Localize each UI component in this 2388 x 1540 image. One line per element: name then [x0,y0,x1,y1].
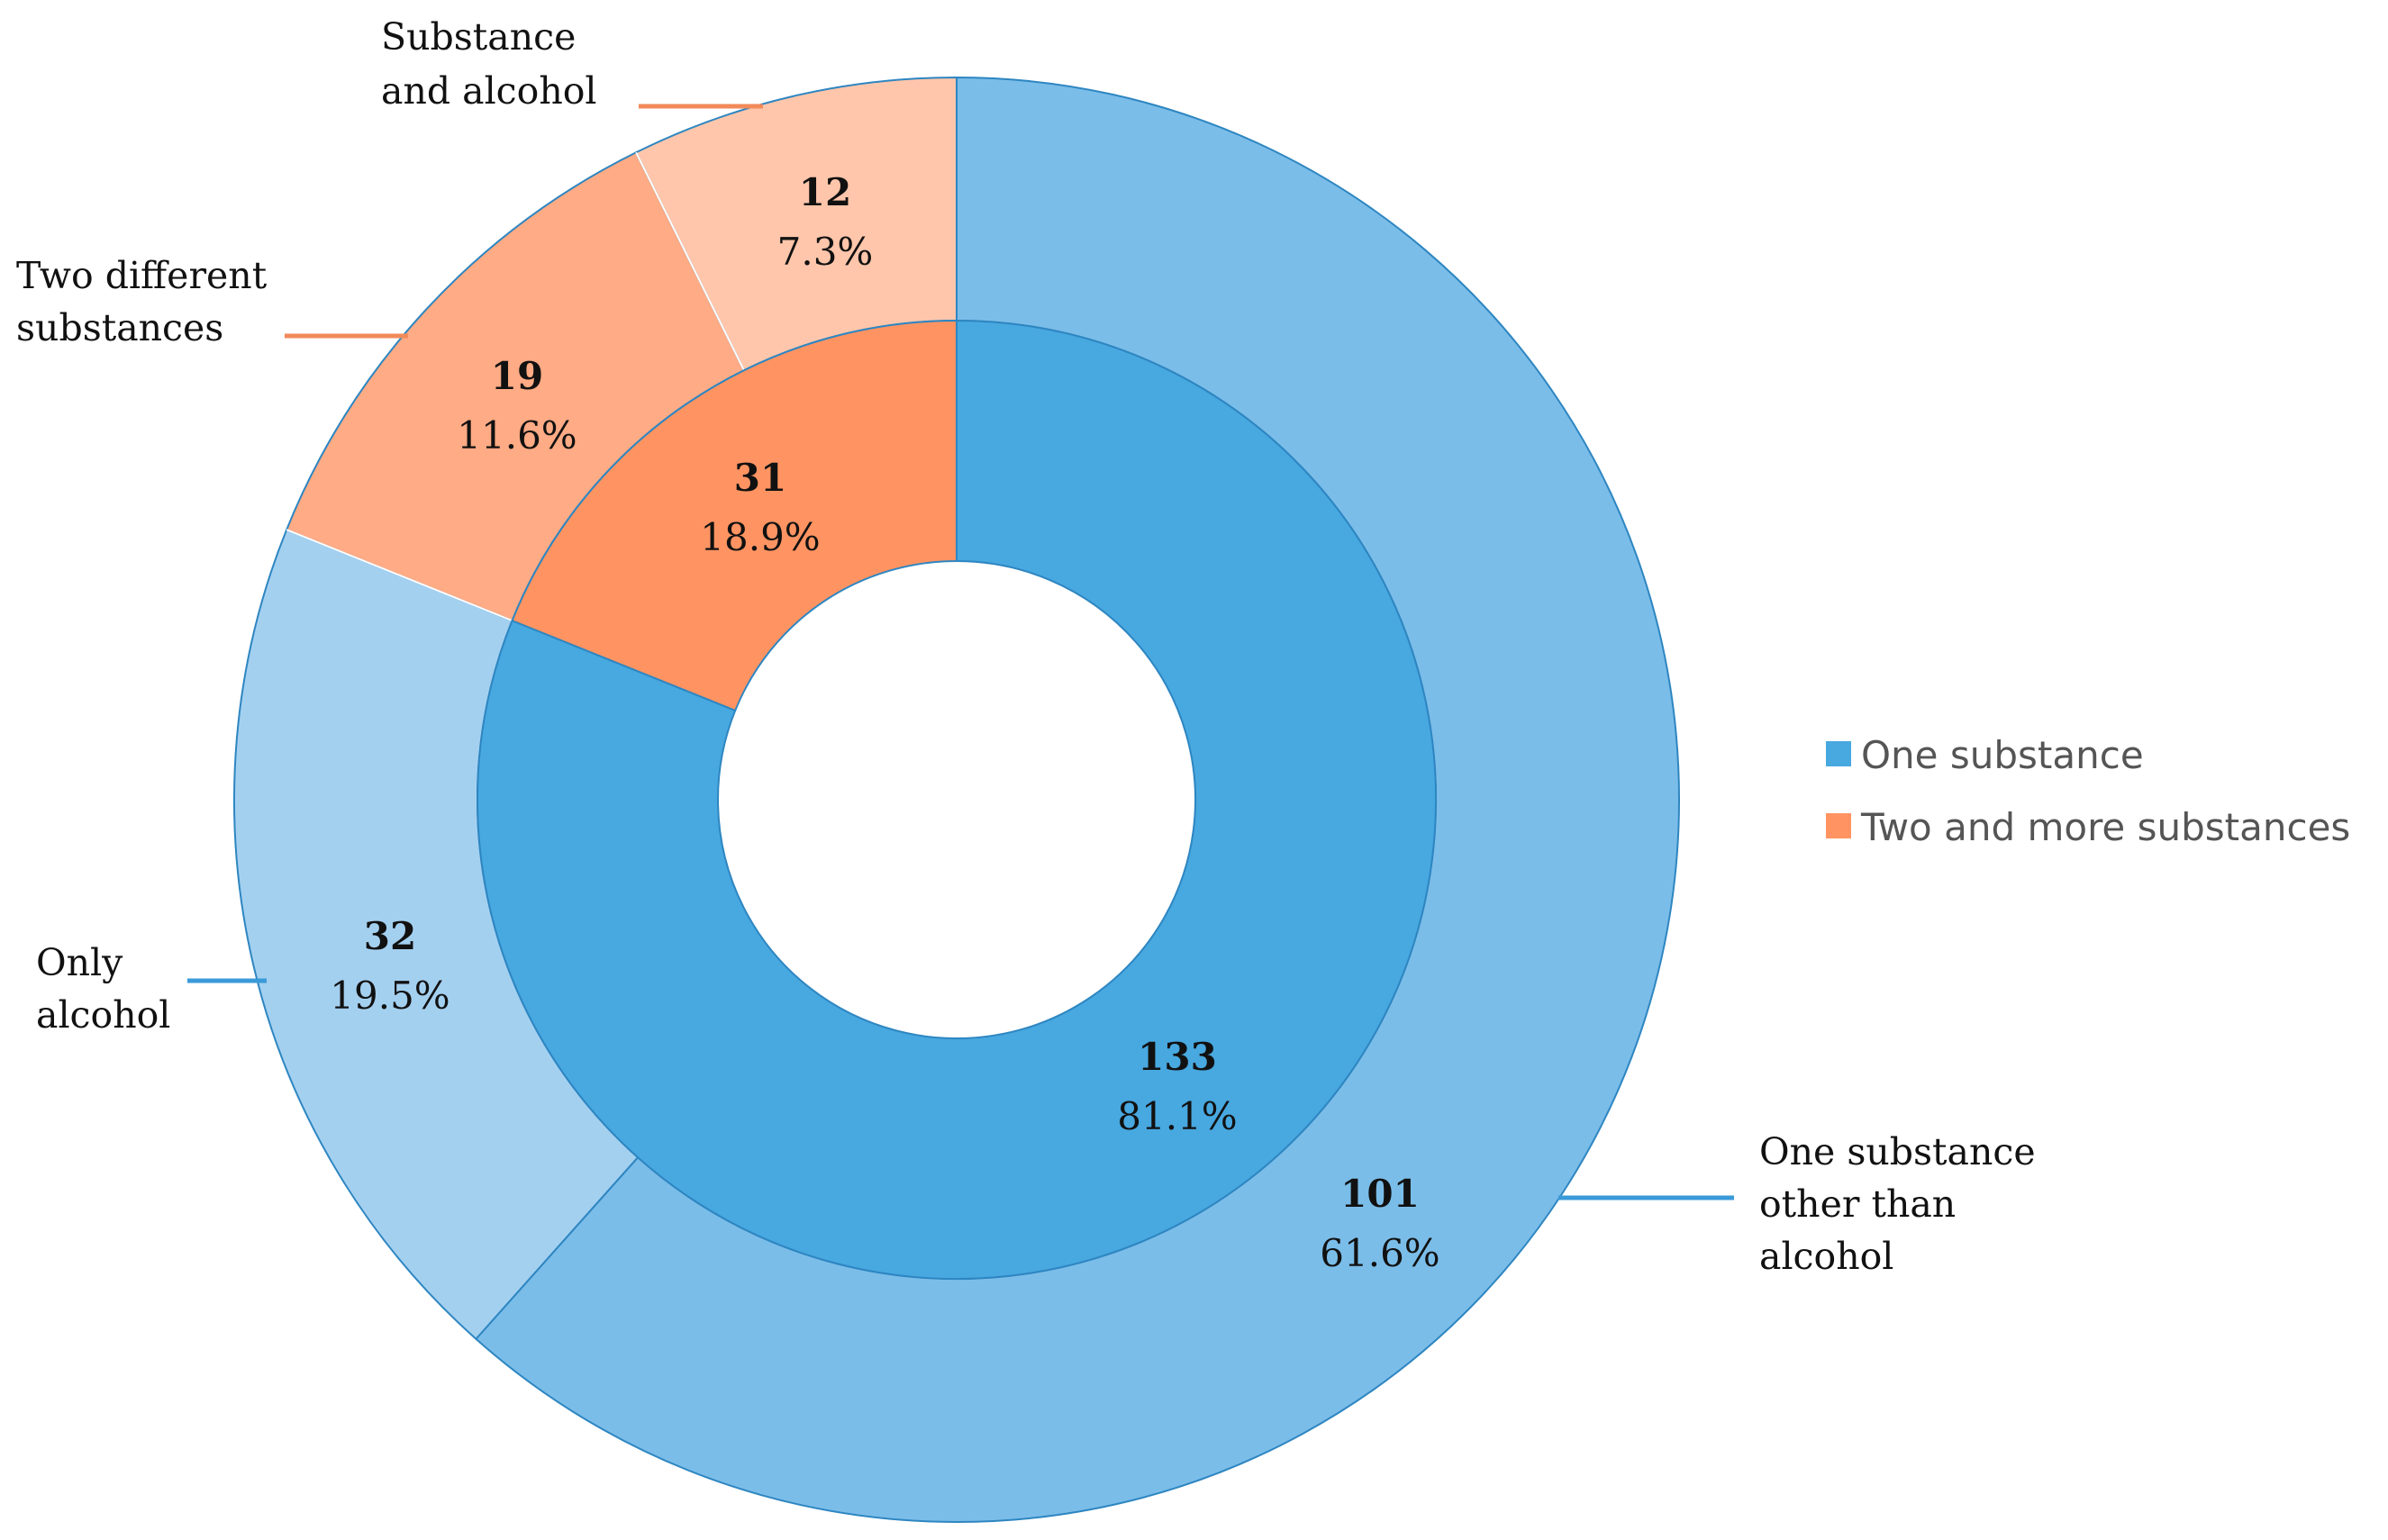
callout-label-two-different-substances: Two different [16,254,268,297]
callout-labels: One substance other than alcohol Only alcoho… [16,15,2036,1278]
outer-value-only-alcohol: 32 [364,914,416,958]
legend: One substance Two and more substances [1826,733,2350,849]
value-labels: 101 61.6% 32 19.5% 19 11.6% 12 7.3% 133 81.1% 31 18… [330,170,1439,1275]
inner-value-one-substance: 133 [1138,1035,1217,1079]
inner-slice-two-and-more-substances [511,319,958,712]
inner-ring [477,319,1437,1280]
legend-swatch-two-and-more-substances [1826,813,1851,838]
outer-value-substance-and-alcohol: 12 [799,170,851,214]
outer-ring [233,76,1680,1523]
callout-label-two-different-substances: substances [16,306,223,349]
inner-value-two-and-more-substances: 31 [734,456,786,500]
outer-value-one-substance-other-than-alcohol: 101 [1340,1172,1420,1216]
outer-percent-two-different-substances: 11.6% [457,413,577,457]
callout-label-only-alcohol: Only [36,941,123,984]
outer-percent-one-substance-other-than-alcohol: 61.6% [1320,1231,1439,1275]
legend-label-one-substance: One substance [1861,733,2144,777]
slice-separator [286,529,513,622]
callout-label-one-substance-other-than-alcohol: other than [1759,1182,1956,1226]
inner-slice-one-substance [477,319,1437,1280]
outer-percent-substance-and-alcohol: 7.3% [777,230,874,274]
callout-label-one-substance-other-than-alcohol: One substance [1759,1130,2036,1173]
slice-separator [635,151,745,371]
inner-percent-two-and-more-substances: 18.9% [700,515,820,559]
callout-label-substance-and-alcohol: and alcohol [381,69,597,113]
legend-swatch-one-substance [1826,741,1851,766]
callout-label-substance-and-alcohol: Substance [381,15,576,59]
legend-label-two-and-more-substances: Two and more substances [1860,805,2350,849]
outer-value-two-different-substances: 19 [491,354,543,398]
callout-label-only-alcohol: alcohol [36,993,170,1037]
callout-label-one-substance-other-than-alcohol: alcohol [1759,1235,1893,1278]
inner-percent-one-substance: 81.1% [1117,1094,1237,1138]
outer-percent-only-alcohol: 19.5% [330,974,449,1018]
